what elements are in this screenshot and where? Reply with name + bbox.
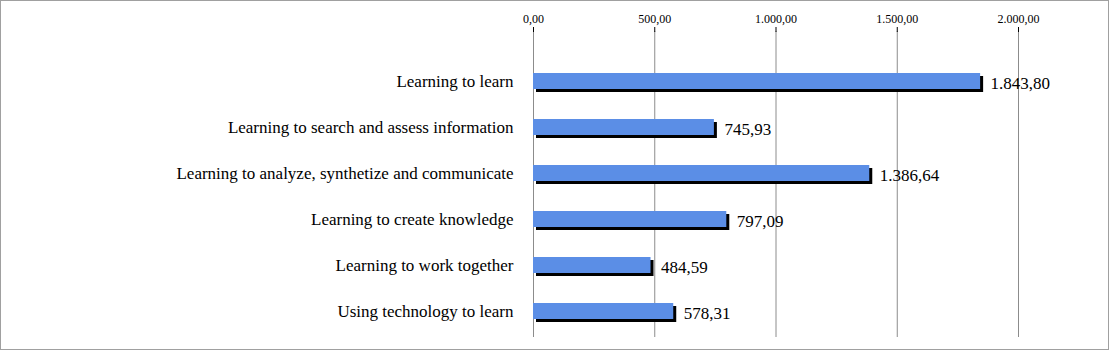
svg-text:Learning to create knowledge: Learning to create knowledge [311,210,514,229]
svg-text:Learning to learn: Learning to learn [396,72,514,91]
svg-text:Learning to search and assess: Learning to search and assess informatio… [228,118,514,137]
svg-text:Using technology to learn: Using technology to learn [337,302,514,321]
svg-text:1.000,00: 1.000,00 [755,12,797,26]
svg-text:1.386,64: 1.386,64 [880,166,940,185]
svg-text:797,09: 797,09 [737,212,784,231]
svg-text:500,00: 500,00 [638,12,671,26]
svg-text:Learning to analyze, synthetiz: Learning to analyze, synthetize and comm… [176,164,513,183]
svg-text:1.500,00: 1.500,00 [876,12,918,26]
svg-text:1.843,80: 1.843,80 [991,74,1051,93]
svg-text:0,00: 0,00 [523,12,544,26]
svg-text:745,93: 745,93 [724,120,771,139]
svg-text:484,59: 484,59 [661,258,708,277]
svg-text:Learning to work together: Learning to work together [336,256,514,275]
svg-text:578,31: 578,31 [684,304,731,323]
svg-text:2.000,00: 2.000,00 [998,12,1040,26]
